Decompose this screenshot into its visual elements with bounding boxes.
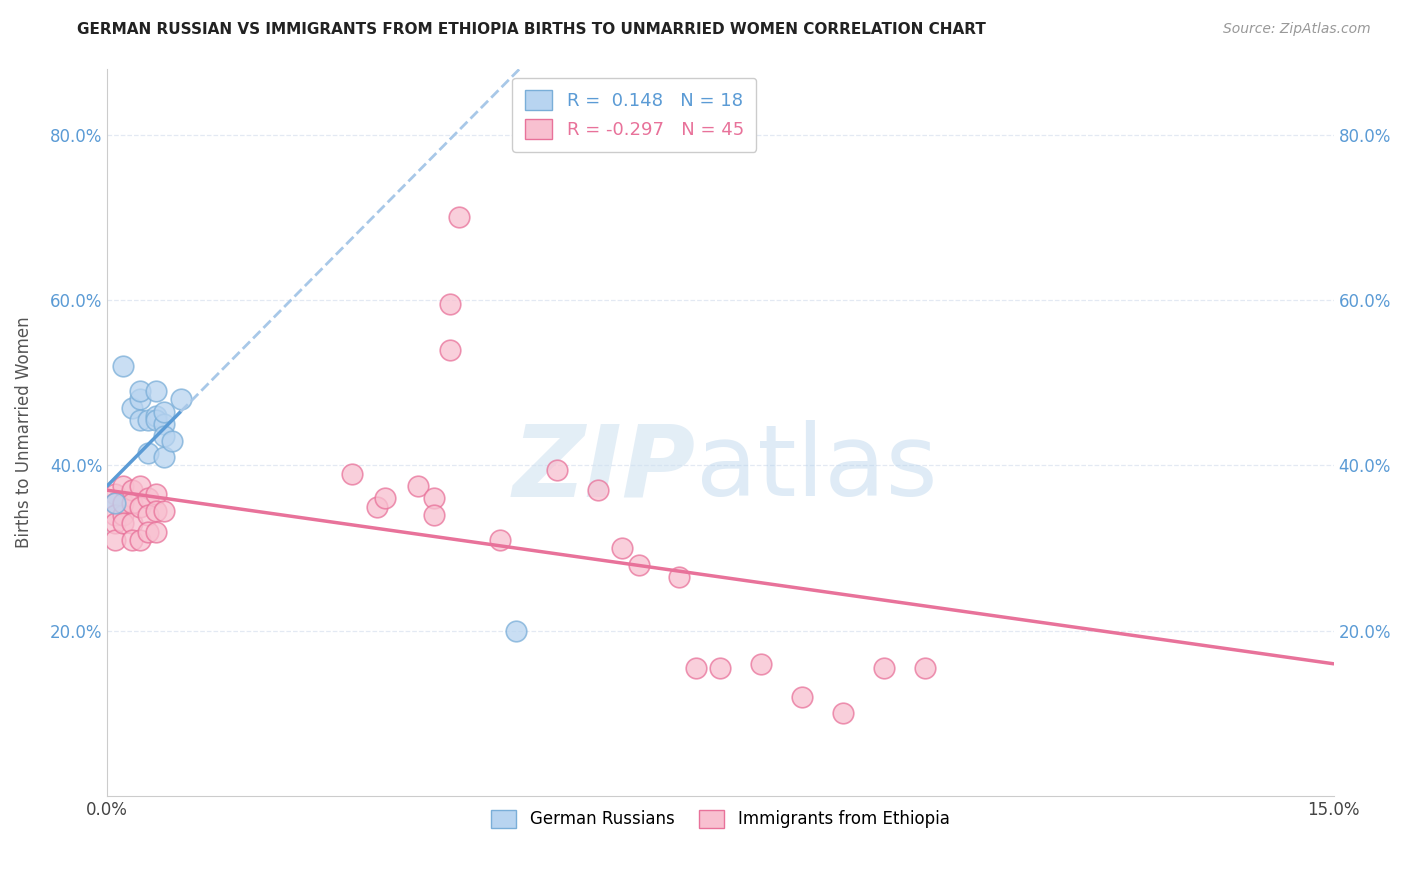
Point <box>153 504 176 518</box>
Point <box>112 516 135 531</box>
Point <box>153 417 176 431</box>
Text: GERMAN RUSSIAN VS IMMIGRANTS FROM ETHIOPIA BIRTHS TO UNMARRIED WOMEN CORRELATION: GERMAN RUSSIAN VS IMMIGRANTS FROM ETHIOP… <box>77 22 986 37</box>
Point <box>145 487 167 501</box>
Point <box>128 533 150 547</box>
Y-axis label: Births to Unmarried Women: Births to Unmarried Women <box>15 317 32 548</box>
Point <box>104 495 127 509</box>
Point <box>162 434 184 448</box>
Point <box>153 404 176 418</box>
Point <box>128 392 150 407</box>
Text: ZIP: ZIP <box>513 420 696 517</box>
Point <box>121 401 143 415</box>
Point <box>112 479 135 493</box>
Point <box>423 508 446 522</box>
Point <box>104 495 127 509</box>
Point <box>104 516 127 531</box>
Point <box>423 491 446 506</box>
Point <box>136 446 159 460</box>
Point <box>112 508 135 522</box>
Point <box>366 500 388 514</box>
Point <box>439 297 461 311</box>
Point <box>145 384 167 398</box>
Legend: German Russians, Immigrants from Ethiopia: German Russians, Immigrants from Ethiopi… <box>485 803 956 835</box>
Point <box>832 706 855 721</box>
Point <box>136 508 159 522</box>
Text: Source: ZipAtlas.com: Source: ZipAtlas.com <box>1223 22 1371 37</box>
Point <box>447 211 470 225</box>
Point <box>145 409 167 423</box>
Point <box>749 657 772 671</box>
Point <box>128 384 150 398</box>
Point <box>612 541 634 555</box>
Point <box>627 558 650 572</box>
Point <box>709 661 731 675</box>
Point <box>136 524 159 539</box>
Point <box>914 661 936 675</box>
Point <box>104 533 127 547</box>
Point <box>104 508 127 522</box>
Point <box>128 500 150 514</box>
Point <box>488 533 510 547</box>
Point <box>668 570 690 584</box>
Point <box>145 524 167 539</box>
Point <box>136 413 159 427</box>
Point <box>546 462 568 476</box>
Point <box>136 491 159 506</box>
Point <box>145 504 167 518</box>
Point <box>121 483 143 498</box>
Point <box>145 413 167 427</box>
Point <box>169 392 191 407</box>
Point <box>586 483 609 498</box>
Point <box>374 491 396 506</box>
Point <box>121 516 143 531</box>
Point <box>112 359 135 373</box>
Point <box>128 479 150 493</box>
Point <box>128 413 150 427</box>
Point <box>104 487 127 501</box>
Point <box>121 495 143 509</box>
Point <box>873 661 896 675</box>
Point <box>505 624 527 638</box>
Point <box>406 479 429 493</box>
Point <box>685 661 707 675</box>
Point <box>121 533 143 547</box>
Point <box>439 343 461 357</box>
Point <box>112 495 135 509</box>
Point <box>342 467 364 481</box>
Point <box>153 429 176 443</box>
Point <box>153 450 176 464</box>
Point <box>790 690 813 704</box>
Text: atlas: atlas <box>696 420 938 517</box>
